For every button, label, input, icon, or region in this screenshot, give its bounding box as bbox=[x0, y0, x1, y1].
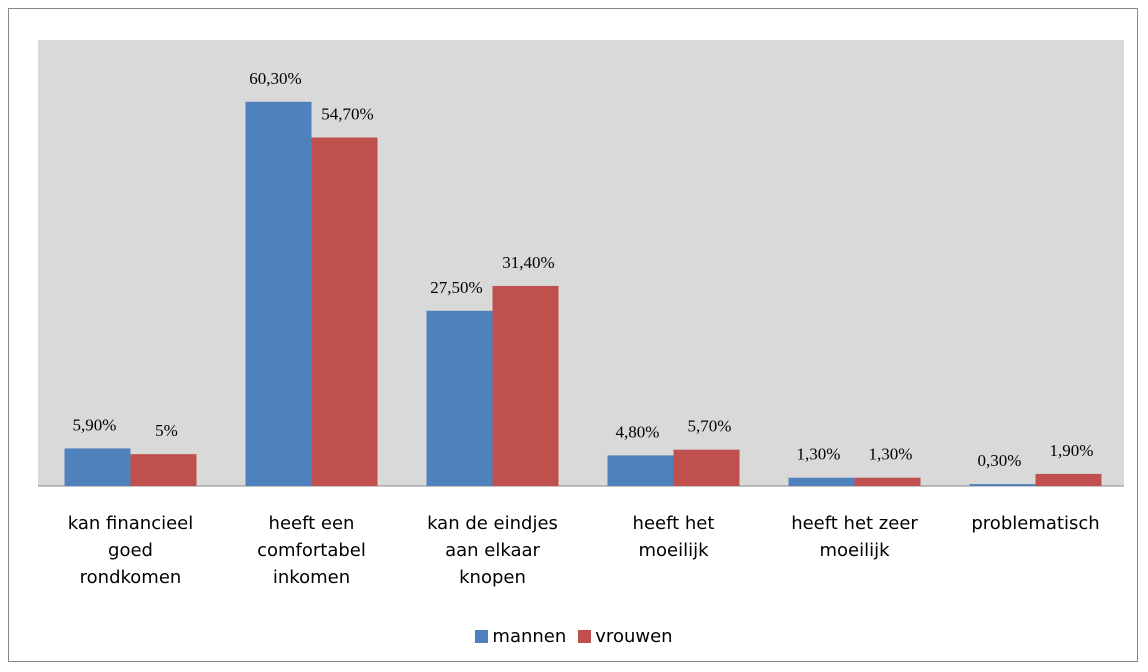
bar bbox=[1035, 473, 1102, 486]
value-label: 0,30% bbox=[978, 451, 1022, 470]
value-label: 54,70% bbox=[321, 104, 373, 123]
x-tick-label: problematisch bbox=[971, 513, 1100, 534]
bar bbox=[130, 454, 197, 486]
legend-label: vrouwen bbox=[595, 626, 673, 647]
legend-swatch bbox=[578, 630, 592, 643]
bar bbox=[607, 455, 674, 486]
x-tick-label: heeft het moeilijk bbox=[632, 513, 715, 561]
x-tick-label: kan de eindjes aan elkaar knopen bbox=[427, 513, 558, 588]
legend: mannen vrouwen bbox=[0, 626, 1148, 648]
bar bbox=[311, 137, 378, 487]
value-label: 60,30% bbox=[249, 69, 301, 88]
value-label: 1,30% bbox=[797, 445, 841, 464]
value-label: 5% bbox=[155, 421, 178, 440]
bar bbox=[245, 101, 312, 486]
legend-item: mannen bbox=[475, 626, 566, 647]
x-tick-label: kan financieel goed rondkomen bbox=[67, 513, 194, 588]
value-label: 5,70% bbox=[688, 417, 732, 436]
bar bbox=[492, 285, 559, 486]
value-label: 4,80% bbox=[616, 422, 660, 441]
bar bbox=[854, 477, 921, 486]
value-label: 27,50% bbox=[430, 278, 482, 297]
value-label: 31,40% bbox=[502, 253, 554, 272]
value-label: 5,90% bbox=[73, 415, 117, 434]
bar bbox=[64, 448, 131, 486]
x-tick-label: heeft het zeer moeilijk bbox=[791, 513, 918, 561]
legend-swatch bbox=[475, 630, 489, 643]
chart-border bbox=[8, 8, 1138, 662]
plot-area bbox=[38, 40, 1124, 486]
x-tick-label: heeft een comfortabel inkomen bbox=[257, 513, 366, 588]
value-label: 1,90% bbox=[1050, 441, 1094, 460]
value-label: 1,30% bbox=[869, 445, 913, 464]
bar bbox=[673, 449, 740, 486]
bar bbox=[969, 484, 1036, 486]
legend-label: mannen bbox=[492, 626, 567, 647]
bar bbox=[788, 477, 855, 486]
legend-item: vrouwen bbox=[578, 626, 673, 647]
bar bbox=[426, 310, 493, 486]
